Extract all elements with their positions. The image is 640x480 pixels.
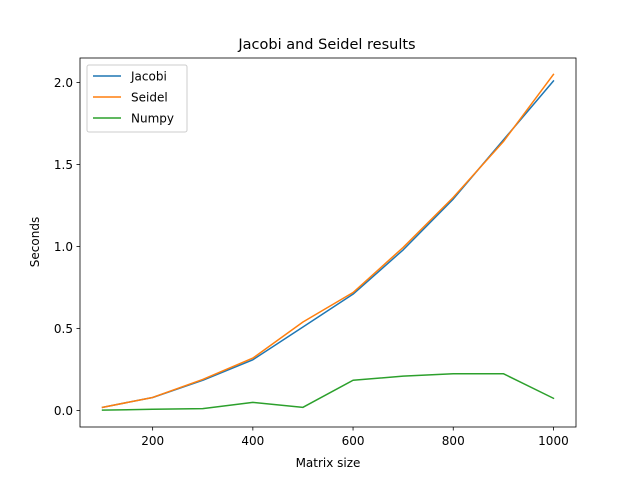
series-line-seidel bbox=[101, 73, 555, 409]
y-tick-label: 0.0 bbox=[54, 404, 73, 418]
x-tick-label: 200 bbox=[141, 434, 164, 448]
y-tick-label: 1.5 bbox=[54, 158, 73, 172]
x-tick-label: 400 bbox=[241, 434, 264, 448]
legend: Jacobi Seidel Numpy bbox=[86, 64, 188, 133]
chart-title: Jacobi and Seidel results bbox=[237, 37, 415, 53]
series-line-numpy bbox=[101, 372, 555, 411]
x-tick-label: 600 bbox=[342, 434, 365, 448]
y-tick-label: 2.0 bbox=[54, 76, 73, 90]
series-lines bbox=[101, 73, 555, 411]
y-axis-label: Seconds bbox=[28, 217, 42, 267]
x-axis-label: Matrix size bbox=[296, 456, 361, 470]
legend-box bbox=[86, 64, 188, 133]
y-axis-ticks: 0.0 0.5 1.0 1.5 2.0 bbox=[54, 76, 80, 418]
x-tick-label: 800 bbox=[442, 434, 465, 448]
legend-label-jacobi: Jacobi bbox=[130, 69, 167, 83]
legend-label-seidel: Seidel bbox=[131, 90, 168, 104]
plot-frame bbox=[79, 57, 577, 428]
x-axis-ticks: 200 400 600 800 1000 bbox=[141, 427, 569, 448]
x-tick-label: 1000 bbox=[538, 434, 569, 448]
legend-label-numpy: Numpy bbox=[131, 111, 174, 125]
y-tick-label: 0.5 bbox=[54, 322, 73, 336]
y-tick-label: 1.0 bbox=[54, 240, 73, 254]
